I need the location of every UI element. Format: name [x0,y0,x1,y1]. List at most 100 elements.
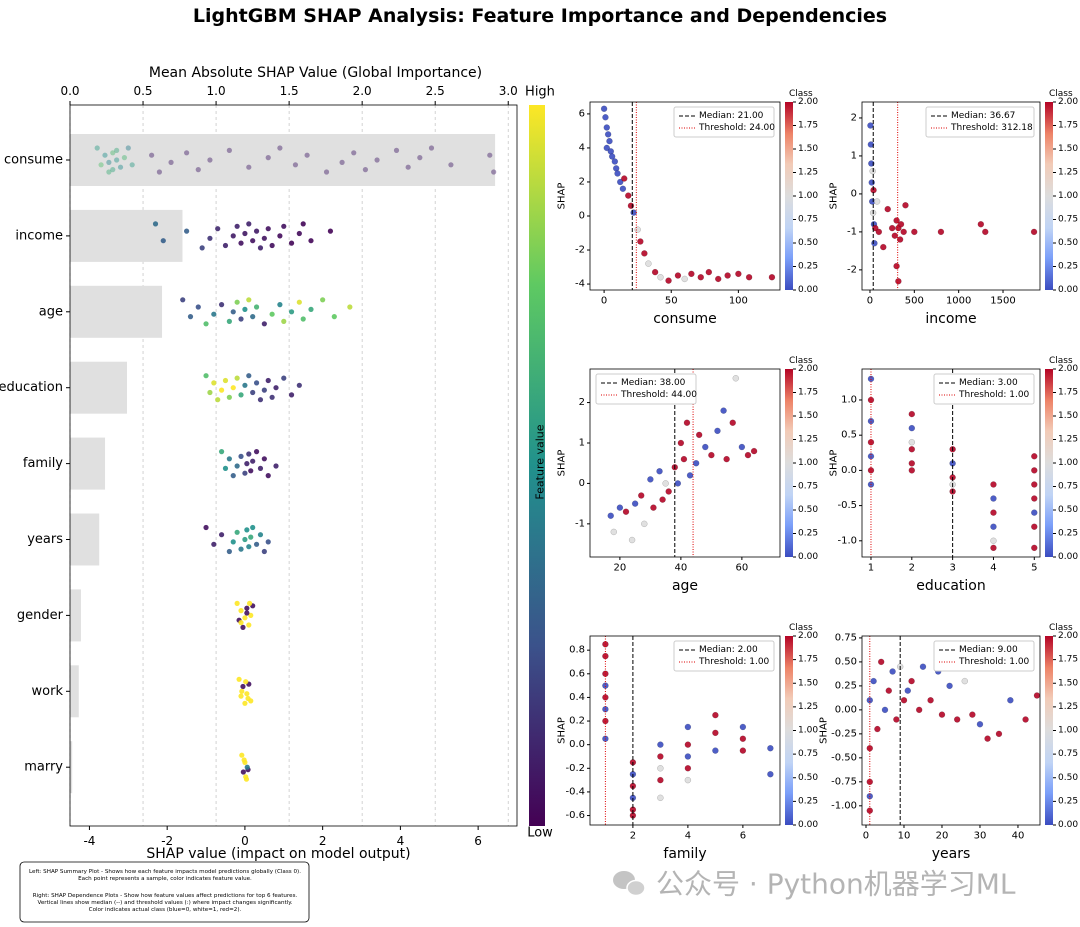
y-tick-label: -2 [847,264,857,275]
legend-label: Threshold: 1.00 [958,657,1030,667]
y-tick-label: 0.75 [835,632,857,643]
colorbar [529,105,545,826]
shap-point [246,451,252,457]
figure-title: LightGBM SHAP Analysis: Feature Importan… [193,5,887,27]
shap-point [261,456,267,462]
plot-frame [589,635,781,826]
shap-point [288,392,295,398]
shap-point [240,769,246,775]
dependence-point [750,447,758,455]
dependence-point [637,492,645,499]
shap-point [106,159,112,165]
dependence-point [1031,495,1038,502]
shap-point [117,164,124,170]
x-tick-label: 5 [1031,563,1037,574]
shap-point [261,235,267,241]
y-tick-label: -0.5 [837,500,857,511]
dependence-point [1031,467,1038,474]
shap-point [230,385,236,391]
dependence-point [603,144,611,152]
dependence-point [662,480,669,487]
shap-point [248,534,254,540]
colorbar-tick-label: 1.75 [798,655,818,665]
shap-point [300,221,306,227]
y-tick-label: 0.4 [569,692,585,703]
dependence-point [724,272,731,279]
shap-point [244,764,250,770]
legend-box [925,106,1035,138]
y-axis-title: SHAP [829,450,840,477]
colorbar-tick-label: 1.00 [1058,191,1078,201]
colorbar-title: Class [789,623,813,633]
colorbar-tick-label: 1.00 [798,726,818,736]
shap-point [250,458,256,464]
dependence-point [647,476,654,483]
dependence-point [874,725,881,733]
colorbar-tick-label: 2.00 [1058,97,1078,107]
shap-point [242,306,248,312]
shap-point [203,524,209,531]
shap-point [248,468,254,474]
y-tick-label: gender [17,608,64,623]
x-axis-title: income [925,311,976,327]
shap-point [405,164,411,170]
legend-box [933,373,1035,405]
x-tick-label: 0 [867,296,873,307]
dependence-point [684,753,692,760]
y-tick-label: 0 [851,188,857,199]
shap-point [199,245,205,251]
y-tick-label: -1.00 [831,800,857,811]
dependence-point [893,262,900,270]
x-axis-title: age [672,578,698,594]
shap-point [257,532,264,538]
legend-box [673,640,775,672]
dependence-point [867,122,874,129]
dependence-point [603,124,611,131]
dependence-point [915,706,923,714]
x-tick-label: 2 [630,831,636,842]
shap-point [211,311,217,317]
note-line: Each point represents a sample, color in… [78,876,252,882]
colorbar [785,636,793,825]
shap-point [339,159,345,165]
dependence-point [953,716,961,723]
shap-point [248,612,254,619]
plot-frame [861,635,1041,826]
watermark: 公众号 · Python机器学习ML [656,868,1016,901]
shap-point [261,321,267,327]
dependence-point [1022,716,1029,723]
shap-point [226,147,232,153]
colorbar [785,102,793,290]
colorbar-tick-label: 1.25 [798,168,818,178]
dependence-point [714,427,721,435]
dependence-point [870,677,877,685]
shap-point [281,375,287,381]
shap-point [242,230,248,237]
shap-point [230,309,236,315]
dependence-point [659,496,666,503]
dependence-point [888,224,896,232]
colorbar-tick-label: 0.50 [1058,505,1078,515]
shap-point [269,311,275,317]
x-tick-label: 0 [601,296,607,307]
shap-point [273,463,279,469]
shap-point [246,164,252,170]
shap-point [230,539,236,545]
colorbar-tick-label: 0.50 [798,505,818,515]
shap-point [491,169,497,175]
colorbar-tick-label: 0.00 [798,820,818,830]
shap-point [393,147,400,153]
shap-point [277,233,283,239]
shap-point [110,167,116,173]
colorbar-tick-label: 2.00 [798,364,818,374]
colorbar-title: Class [1049,356,1073,366]
dependence-point [937,228,945,236]
x-tick-label: 1.5 [280,84,299,98]
colorbar-tick-label: 1.25 [798,435,818,445]
colorbar-title: Class [789,356,813,366]
shap-point [230,233,236,239]
dependence-point [768,273,776,281]
colorbar-tick-label: 1.25 [1058,168,1078,178]
dependence-point [908,677,915,685]
dependence-point [744,451,752,459]
